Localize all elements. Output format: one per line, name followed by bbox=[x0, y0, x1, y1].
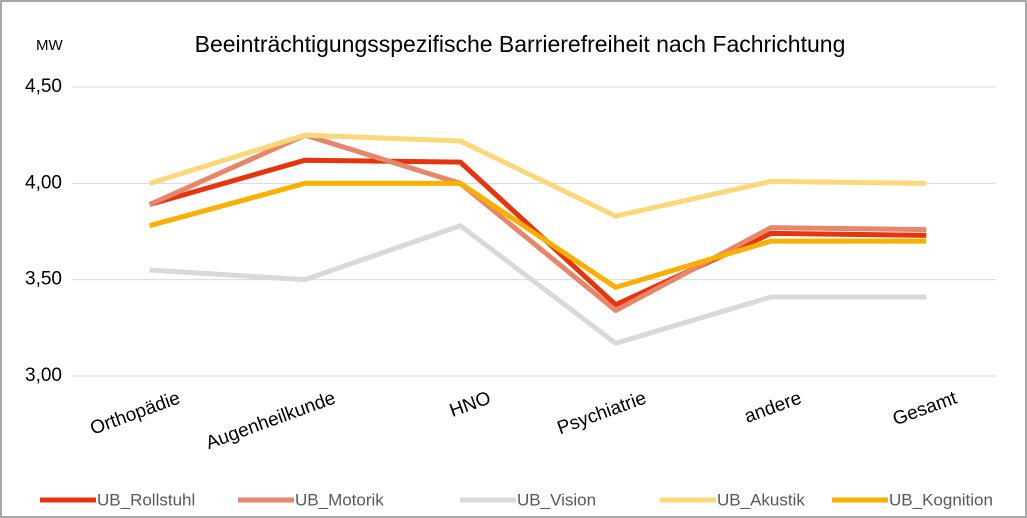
legend-label: UB_Rollstuhl bbox=[97, 490, 195, 509]
series-line bbox=[149, 223, 927, 346]
legend-label: UB_Vision bbox=[517, 490, 596, 509]
y-tick-label: 3,50 bbox=[25, 269, 62, 290]
series-line bbox=[148, 132, 927, 313]
y-axis-label: MW bbox=[36, 37, 63, 54]
legend-label: UB_Motorik bbox=[295, 490, 384, 509]
y-tick-label: 4,00 bbox=[25, 172, 62, 193]
y-tick-label: 4,50 bbox=[25, 76, 62, 97]
y-tick-label: 3,00 bbox=[25, 365, 62, 386]
legend-label: UB_Kognition bbox=[889, 490, 993, 509]
series-line bbox=[148, 132, 927, 219]
chart-title: Beeinträchtigungsspezifische Barrierefre… bbox=[194, 31, 846, 57]
series-line bbox=[149, 180, 927, 290]
legend-label: UB_Akustik bbox=[717, 490, 805, 509]
